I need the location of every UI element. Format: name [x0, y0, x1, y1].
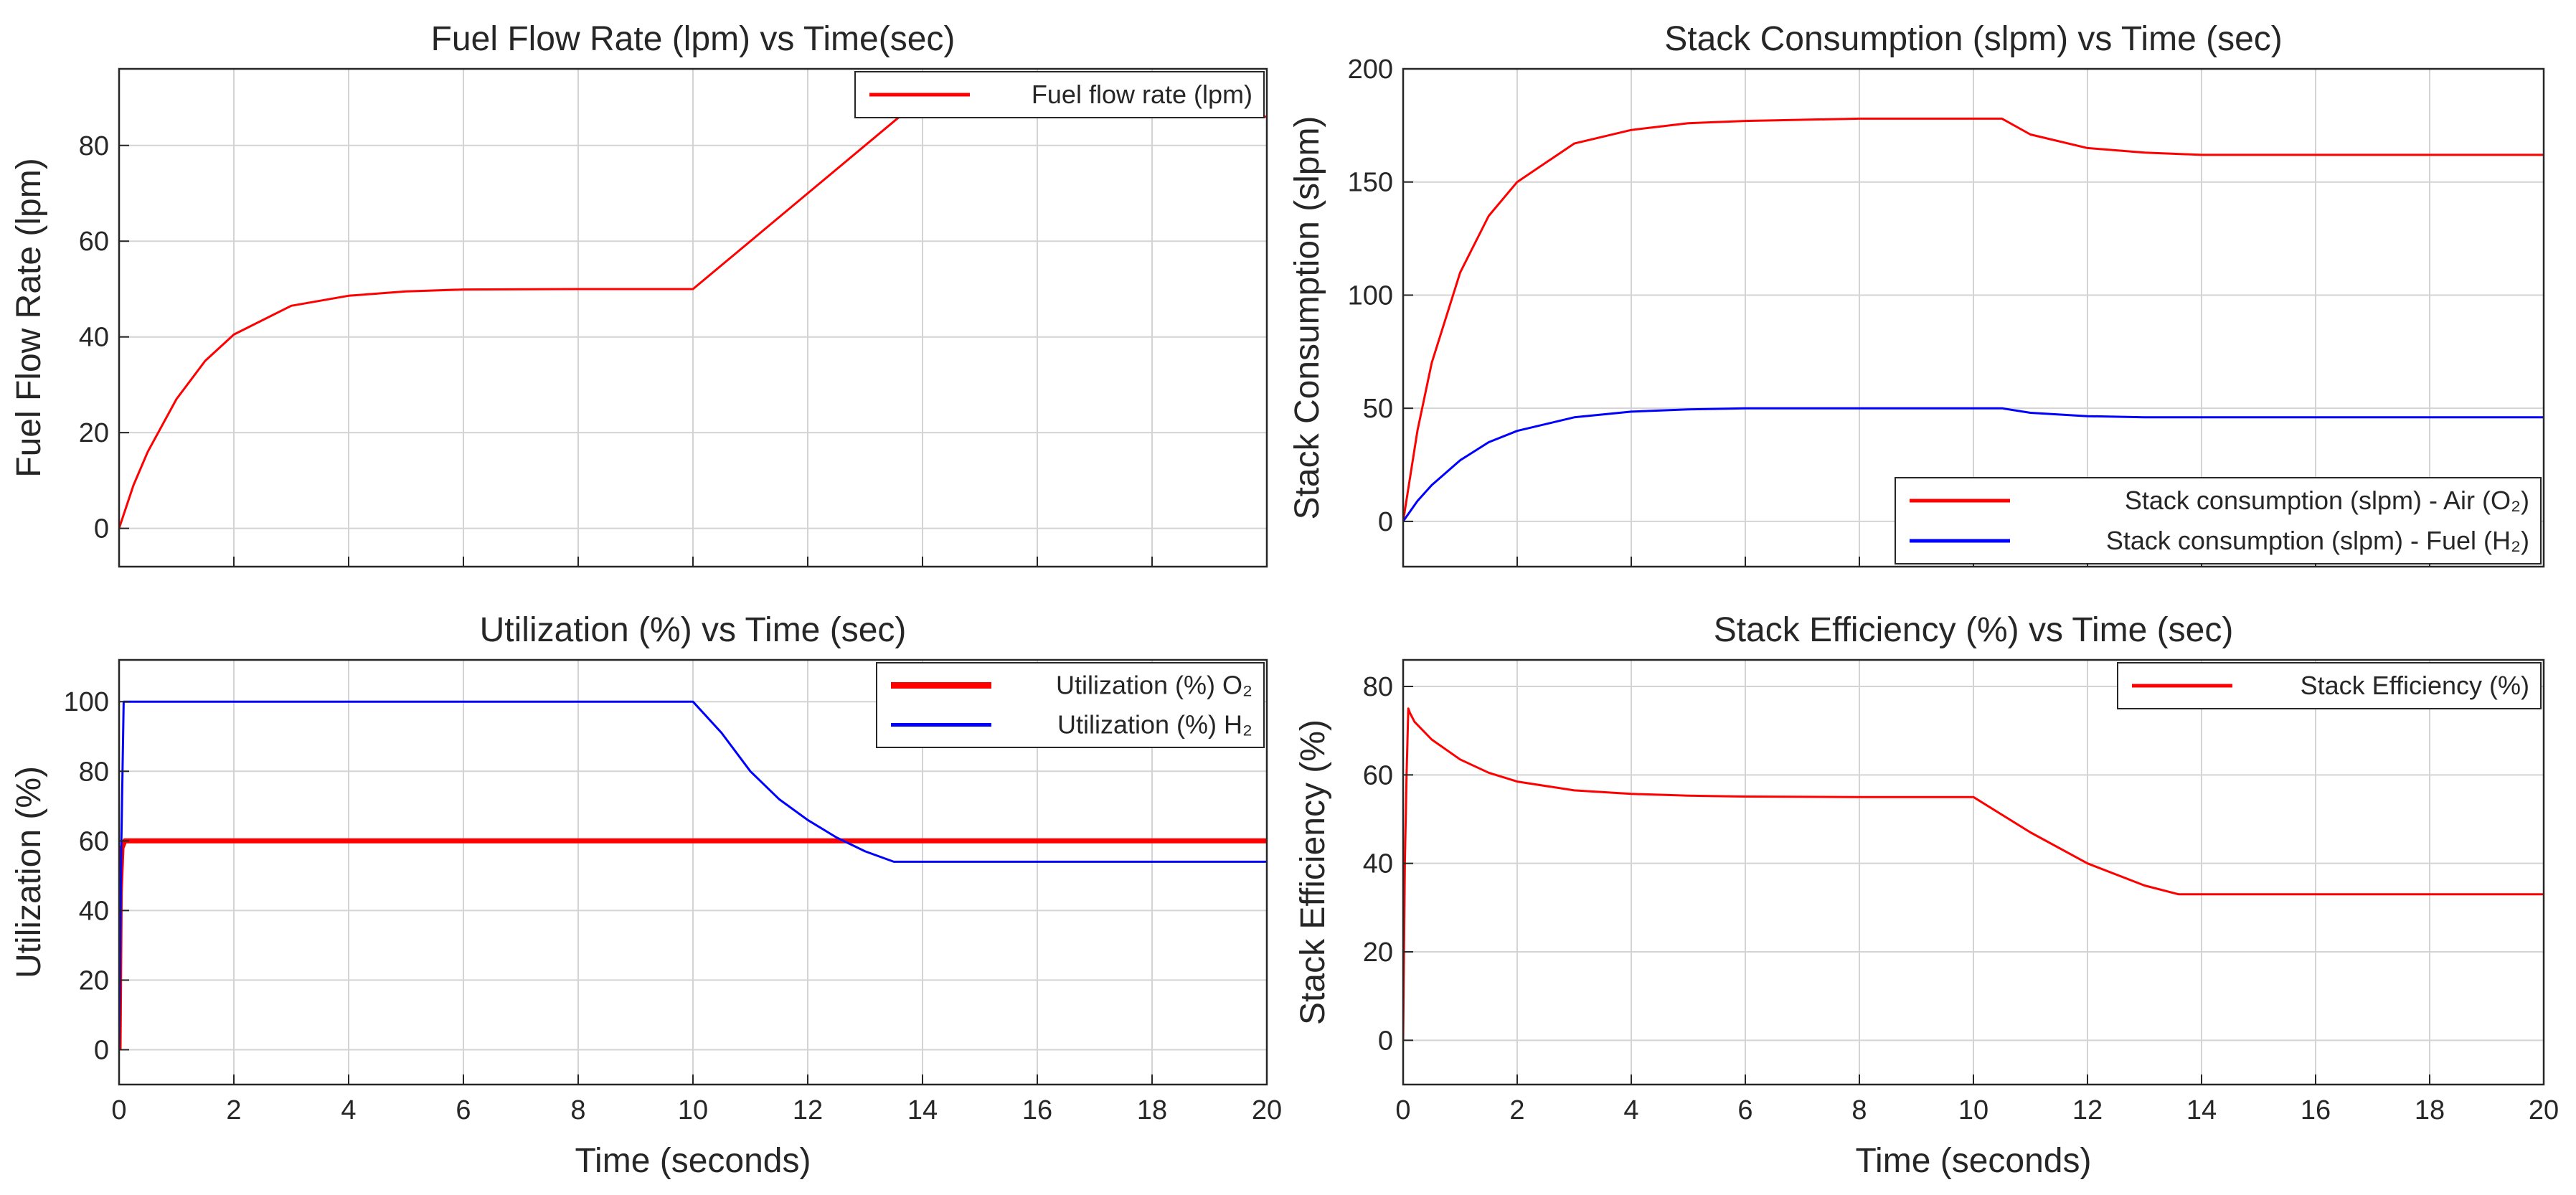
legend: Utilization (%) O₂ Utilization (%) H₂	[876, 662, 1265, 748]
x-tick-label: 2	[226, 1095, 241, 1125]
fuel-axes: 0 20 40 60 80 Fuel Flow Rate (lpm) vs Time(se…	[10, 20, 1268, 568]
x-tick-label: 8	[1851, 1095, 1867, 1125]
y-tick-label: 60	[1363, 760, 1393, 790]
legend-box	[876, 662, 1265, 748]
y-axis-label: Fuel Flow Rate (lpm)	[10, 158, 48, 477]
y-tick-label: 20	[79, 965, 109, 996]
y-tick-label: 20	[1363, 937, 1393, 968]
y-axis-label: Utilization (%)	[10, 766, 48, 978]
x-tick-label: 2	[1509, 1095, 1524, 1125]
legend: Stack consumption (slpm) - Air (O₂) Stack…	[1895, 477, 2542, 565]
y-tick-label: 80	[79, 131, 109, 161]
x-tick-label: 10	[678, 1095, 708, 1125]
x-tick-label: 0	[1395, 1095, 1410, 1125]
stack-axes: 0 50 100 150 200 Stack Consumption (slpm) vs …	[1288, 20, 2545, 568]
y-tick-label: 0	[94, 514, 109, 544]
series-line-1	[1403, 407, 2544, 522]
chart-title: Fuel Flow Rate (lpm) vs Time(sec)	[431, 20, 956, 58]
x-tick-label: 12	[793, 1095, 823, 1125]
legend: Fuel flow rate (lpm)	[854, 71, 1265, 118]
x-tick-label: 20	[2529, 1095, 2559, 1125]
y-tick-label: 40	[79, 323, 109, 353]
y-tick-label: 50	[1363, 394, 1393, 424]
x-tick-label: 16	[1022, 1095, 1052, 1125]
x-axis-label: Time (seconds)	[1856, 1142, 2092, 1180]
series-line-0	[1403, 117, 2544, 522]
x-tick-label: 6	[456, 1095, 471, 1125]
y-tick-label: 0	[1378, 507, 1393, 537]
chart-title: Utilization (%) vs Time (sec)	[480, 611, 907, 649]
chart-title: Stack Efficiency (%) vs Time (sec)	[1714, 611, 2234, 649]
util-axes: 0 20 40 60 80 100 0 2 4 6 8 10 12 14 16 18 20 Utilization…	[10, 611, 1282, 1180]
legend-label: Utilization (%) O₂	[1056, 671, 1252, 700]
y-tick-label: 200	[1348, 55, 1393, 85]
legend-label: Fuel flow rate (lpm)	[1032, 80, 1252, 109]
x-tick-label: 14	[2186, 1095, 2217, 1125]
y-tick-label: 0	[94, 1035, 109, 1065]
x-tick-label: 10	[1958, 1095, 1988, 1125]
legend-label: Stack consumption (slpm) - Fuel (H₂)	[2106, 526, 2529, 555]
x-tick-label: 16	[2301, 1095, 2331, 1125]
x-axis-label: Time (seconds)	[575, 1142, 811, 1180]
x-tick-label: 4	[341, 1095, 356, 1125]
x-tick-label: 18	[1137, 1095, 1167, 1125]
legend-label: Stack consumption (slpm) - Air (O₂)	[2125, 486, 2529, 515]
x-tick-label: 4	[1623, 1095, 1638, 1125]
y-tick-label: 100	[1348, 280, 1393, 311]
series-line-0	[119, 115, 1267, 529]
y-tick-label: 100	[64, 687, 109, 717]
y-tick-label: 150	[1348, 168, 1393, 198]
x-tick-label: 6	[1737, 1095, 1752, 1125]
y-tick-label: 60	[79, 826, 109, 856]
legend-box	[2117, 662, 2542, 709]
legend-label: Stack Efficiency (%)	[2301, 671, 2529, 700]
legend-label: Utilization (%) H₂	[1057, 710, 1252, 740]
x-tick-label: 14	[907, 1095, 938, 1125]
x-tick-label: 0	[111, 1095, 126, 1125]
y-tick-label: 80	[79, 757, 109, 787]
y-axis-label: Stack Efficiency (%)	[1294, 719, 1332, 1025]
y-tick-label: 80	[1363, 672, 1393, 702]
x-tick-label: 12	[2072, 1095, 2103, 1125]
legend-box	[1895, 477, 2542, 565]
y-axis-label: Stack Consumption (slpm)	[1288, 116, 1326, 520]
y-tick-label: 40	[79, 896, 109, 926]
legend: Stack Efficiency (%)	[2117, 662, 2542, 709]
series-line-0	[1403, 707, 2544, 1041]
x-tick-label: 18	[2415, 1095, 2445, 1125]
y-tick-label: 60	[79, 227, 109, 257]
y-tick-label: 40	[1363, 849, 1393, 879]
x-tick-label: 8	[570, 1095, 585, 1125]
x-tick-label: 20	[1252, 1095, 1282, 1125]
y-tick-label: 0	[1378, 1026, 1393, 1056]
y-tick-label: 20	[79, 418, 109, 448]
eff-axes: 0 20 40 60 80 0 2 4 6 8 10 12 14 16 18 20 Stack Efficien…	[1294, 611, 2559, 1180]
chart-title: Stack Consumption (slpm) vs Time (sec)	[1664, 20, 2283, 58]
